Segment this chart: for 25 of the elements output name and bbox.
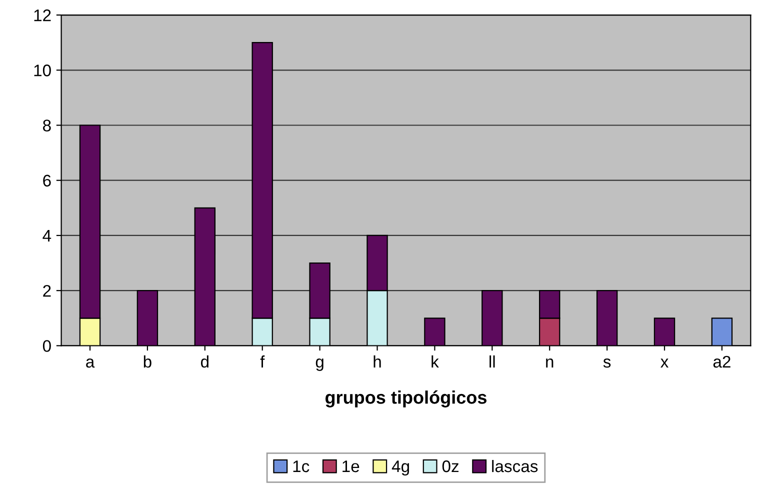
y-tick-label: 4	[42, 230, 52, 242]
x-tick-label: g	[316, 358, 324, 371]
x-axis-title: grupos tipológicos	[325, 390, 486, 408]
legend-label: lascas	[492, 460, 538, 472]
y-tick-label: 2	[43, 284, 51, 297]
x-tick-label: a2	[713, 356, 730, 368]
x-tick-label: h	[374, 355, 381, 368]
x-tick-label: f	[260, 355, 265, 368]
y-tick-label: 12	[34, 9, 51, 22]
legend-label: 4g	[392, 460, 409, 476]
y-tick-label: 0	[42, 340, 51, 352]
y-tick-label: 6	[43, 174, 51, 187]
x-tick-label: n	[546, 358, 554, 368]
y-tick-label: 10	[34, 64, 51, 76]
legend-label: 0z	[442, 460, 458, 472]
x-tick-label: b	[144, 355, 152, 368]
x-tick-label: a	[86, 358, 95, 368]
x-tick-label: x	[660, 358, 668, 368]
legend-label: 1e	[342, 460, 360, 472]
x-tick-label: s	[603, 358, 611, 368]
x-tick-label: d	[200, 355, 208, 368]
y-tick-label: 8	[43, 120, 51, 132]
x-tick-label: ll	[490, 355, 495, 368]
x-tick-label: k	[432, 355, 439, 368]
legend-label: 1c	[293, 460, 310, 472]
